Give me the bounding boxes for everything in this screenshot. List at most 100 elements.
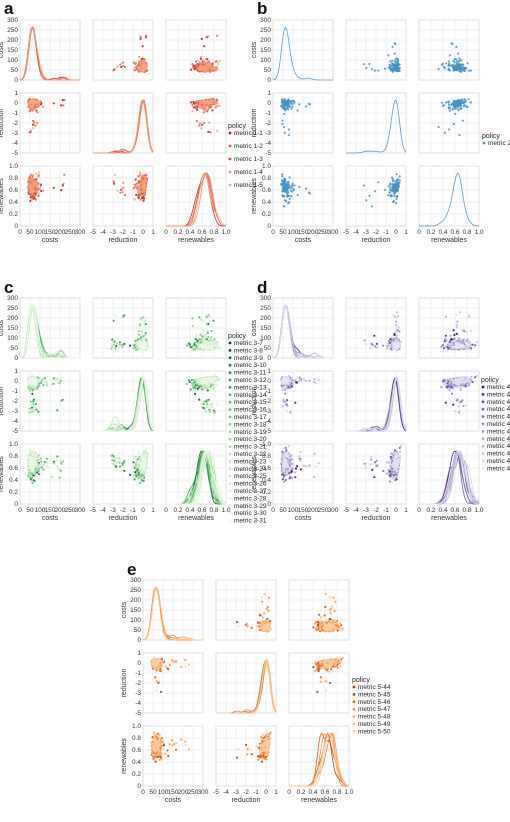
scatter-point bbox=[200, 55, 203, 59]
y-tick-label: 0.4 bbox=[262, 199, 271, 206]
scatter-point bbox=[210, 336, 213, 339]
scatter-point bbox=[284, 180, 287, 183]
scatter-point bbox=[212, 410, 215, 413]
scatter-point bbox=[187, 344, 190, 348]
y-tick-label: 50 bbox=[11, 345, 19, 352]
legend-marker bbox=[228, 131, 232, 135]
scatter-point bbox=[37, 104, 40, 107]
scatter-point bbox=[205, 410, 208, 413]
scatter-point bbox=[206, 68, 209, 71]
x-tick-label: -4 bbox=[353, 229, 359, 236]
scatter-point bbox=[204, 100, 208, 103]
x-tick-label: 300 bbox=[75, 229, 86, 236]
scatter-point bbox=[34, 402, 38, 406]
scatter-point bbox=[120, 65, 123, 69]
scatter-point bbox=[448, 69, 451, 72]
x-axis-label: renewables bbox=[178, 237, 214, 244]
scatter-point bbox=[190, 101, 193, 104]
scatter-point bbox=[206, 110, 209, 113]
scatter-point bbox=[214, 348, 217, 351]
scatter-point bbox=[218, 104, 221, 107]
scatter-point bbox=[469, 101, 472, 104]
scatter-point bbox=[122, 64, 125, 67]
scatter-point bbox=[453, 61, 456, 64]
scatter-point bbox=[287, 134, 290, 137]
x-tick-label: -1 bbox=[383, 229, 389, 236]
scatter-point bbox=[451, 42, 454, 46]
scatter-point bbox=[463, 98, 466, 101]
scatter-point bbox=[191, 63, 194, 66]
x-tick-label: 0 bbox=[417, 229, 421, 236]
scatter-point bbox=[39, 184, 42, 187]
scatter-point bbox=[204, 68, 208, 71]
y-tick-label: 200 bbox=[7, 37, 18, 44]
scatter-point bbox=[28, 380, 32, 383]
scatter-point bbox=[204, 380, 207, 383]
scatter-point bbox=[112, 319, 115, 322]
x-tick-label: 1 bbox=[404, 229, 408, 236]
scatter-point bbox=[207, 404, 210, 407]
scatter-point bbox=[197, 100, 200, 103]
scatter-point bbox=[194, 392, 197, 395]
scatter-point bbox=[398, 181, 401, 184]
scatter-point bbox=[395, 197, 398, 200]
scatter-point bbox=[57, 381, 60, 384]
x-axis-label: renewables bbox=[431, 237, 467, 244]
scatter-point bbox=[207, 108, 210, 111]
scatter-point bbox=[398, 69, 401, 72]
scatter-point bbox=[210, 329, 213, 333]
scatter-point bbox=[143, 182, 146, 185]
scatter-point bbox=[139, 37, 142, 41]
scatter-point bbox=[290, 186, 293, 189]
y-tick-label: -1 bbox=[265, 110, 271, 117]
scatter-point bbox=[448, 128, 451, 131]
scatter-point bbox=[135, 185, 138, 188]
scatter-point bbox=[133, 339, 136, 342]
legend-entry: metric 1-1 bbox=[234, 130, 263, 137]
scatter-point bbox=[202, 59, 205, 62]
x-tick-label: 0.6 bbox=[197, 229, 206, 236]
scatter-point bbox=[205, 65, 208, 68]
scatter-point bbox=[138, 70, 141, 73]
scatter-point bbox=[205, 336, 209, 339]
subplot-reduction-vs-reduction bbox=[345, 92, 407, 154]
scatter-point bbox=[284, 190, 287, 193]
scatter-point bbox=[461, 98, 464, 101]
scatter-point bbox=[205, 58, 208, 61]
scatter-point bbox=[35, 104, 38, 107]
scatter-point bbox=[210, 347, 213, 350]
scatter-point bbox=[141, 174, 144, 177]
scatter-point bbox=[200, 101, 203, 105]
panel-c: c050100150200250300costs-5-4-3-2-101redu… bbox=[0, 278, 267, 525]
scatter-point bbox=[32, 390, 35, 393]
scatter-point bbox=[111, 338, 114, 341]
scatter-point bbox=[140, 334, 143, 337]
scatter-point bbox=[216, 67, 219, 70]
scatter-point bbox=[116, 189, 119, 192]
scatter-point bbox=[204, 70, 207, 73]
scatter-point bbox=[31, 123, 35, 126]
scatter-point bbox=[453, 58, 456, 61]
scatter-point bbox=[198, 124, 201, 127]
scatter-point bbox=[203, 400, 206, 403]
scatter-point bbox=[122, 186, 125, 189]
scatter-point bbox=[189, 388, 192, 391]
y-tick-label: 0 bbox=[14, 355, 18, 362]
scatter-point bbox=[28, 404, 31, 407]
scatter-point bbox=[141, 45, 144, 48]
scatter-point bbox=[457, 99, 461, 102]
subplot-reduction-vs-reduction bbox=[92, 370, 154, 432]
scatter-point bbox=[35, 182, 38, 185]
scatter-point bbox=[192, 380, 195, 383]
scatter-point bbox=[281, 104, 284, 107]
scatter-point bbox=[368, 194, 371, 197]
scatter-point bbox=[144, 322, 147, 325]
y-tick-label: 1 bbox=[14, 90, 18, 97]
scatter-point bbox=[202, 65, 205, 68]
scatter-point bbox=[284, 102, 287, 105]
scatter-point bbox=[137, 329, 140, 332]
y-tick-label: 100 bbox=[7, 335, 18, 342]
y-tick-label: 50 bbox=[264, 67, 272, 74]
